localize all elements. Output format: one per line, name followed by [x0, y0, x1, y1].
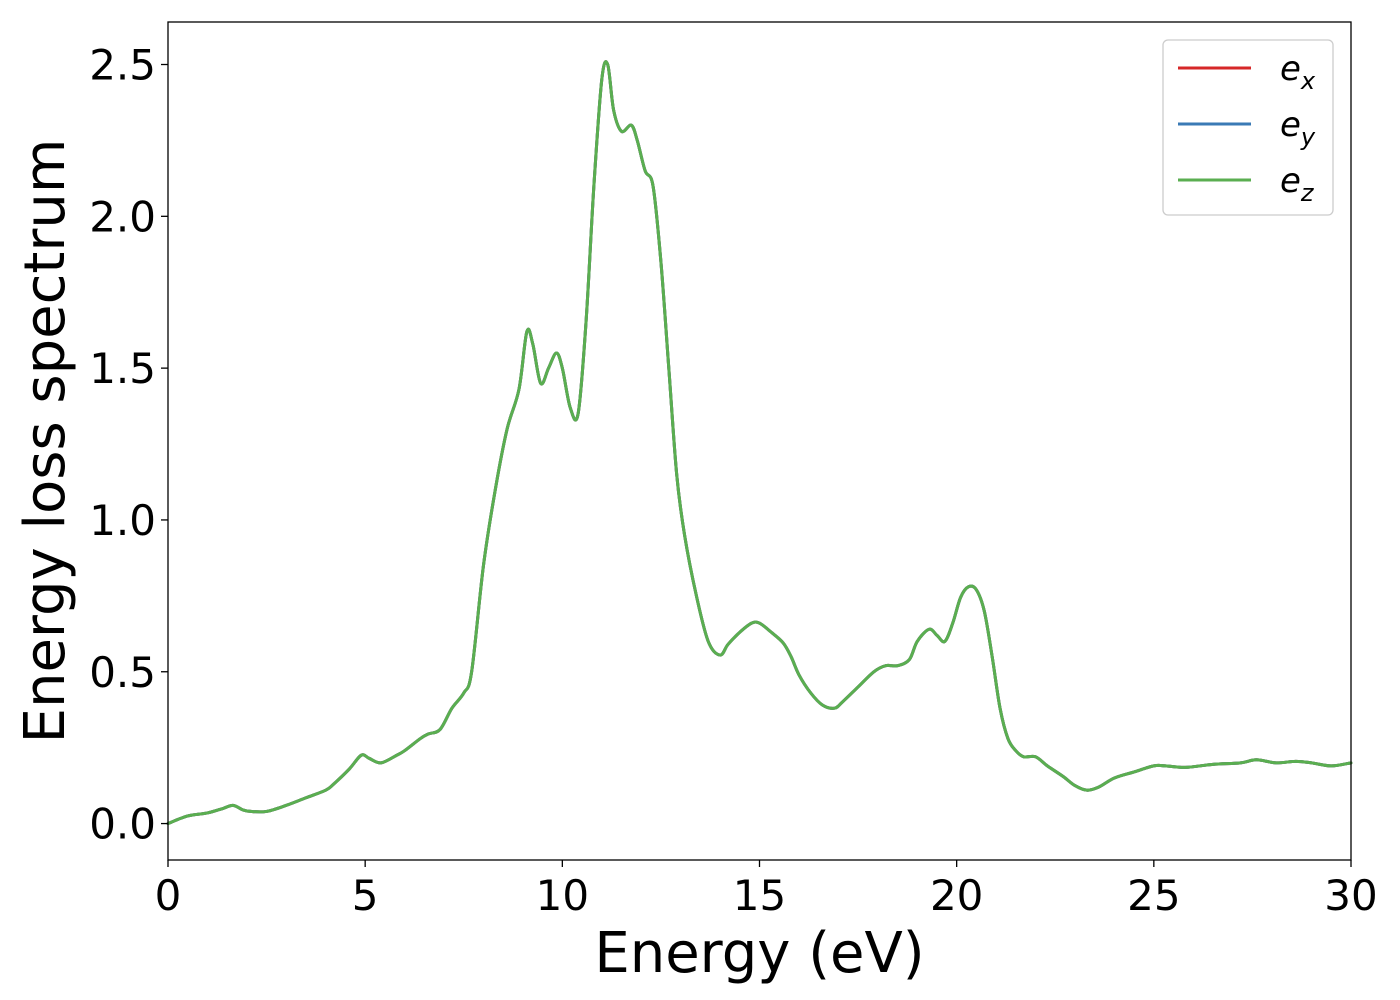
legend-label-base: e [1280, 161, 1301, 201]
legend-label-subscript: x [1300, 67, 1316, 95]
legend-label-base: e [1280, 49, 1301, 89]
legend-box [1162, 39, 1334, 216]
y-axis: 0.0 0.5 1.0 1.5 2.0 2.5 [89, 41, 168, 849]
x-axis: 0 5 10 15 20 25 30 [155, 860, 1378, 920]
x-tick-label: 0 [155, 871, 182, 920]
legend-label-x: ex [1280, 49, 1316, 95]
y-tick-label: 2.0 [89, 192, 156, 241]
y-tick-label: 1.5 [89, 344, 156, 393]
x-tick-label: 25 [1127, 871, 1180, 920]
y-tick-label: 1.0 [89, 496, 156, 545]
y-tick-label: 0.0 [89, 800, 156, 849]
x-tick-label: 10 [536, 871, 589, 920]
y-tick-label: 0.5 [89, 648, 156, 697]
y-axis-title: Energy loss spectrum [13, 139, 78, 744]
series-layer [166, 60, 1353, 826]
legend-label-subscript: z [1300, 179, 1315, 207]
series-line-z [166, 60, 1353, 826]
x-tick-label: 30 [1324, 871, 1377, 920]
legend-label-z: ez [1280, 161, 1315, 207]
legend-label-y: ey [1280, 105, 1316, 151]
legend-label-base: e [1280, 105, 1301, 145]
x-axis-title: Energy (eV) [594, 921, 924, 986]
x-tick-label: 15 [733, 871, 786, 920]
x-tick-label: 20 [930, 871, 983, 920]
legend-label-subscript: y [1300, 123, 1316, 151]
x-tick-label: 5 [352, 871, 379, 920]
y-tick-label: 2.5 [89, 41, 156, 90]
